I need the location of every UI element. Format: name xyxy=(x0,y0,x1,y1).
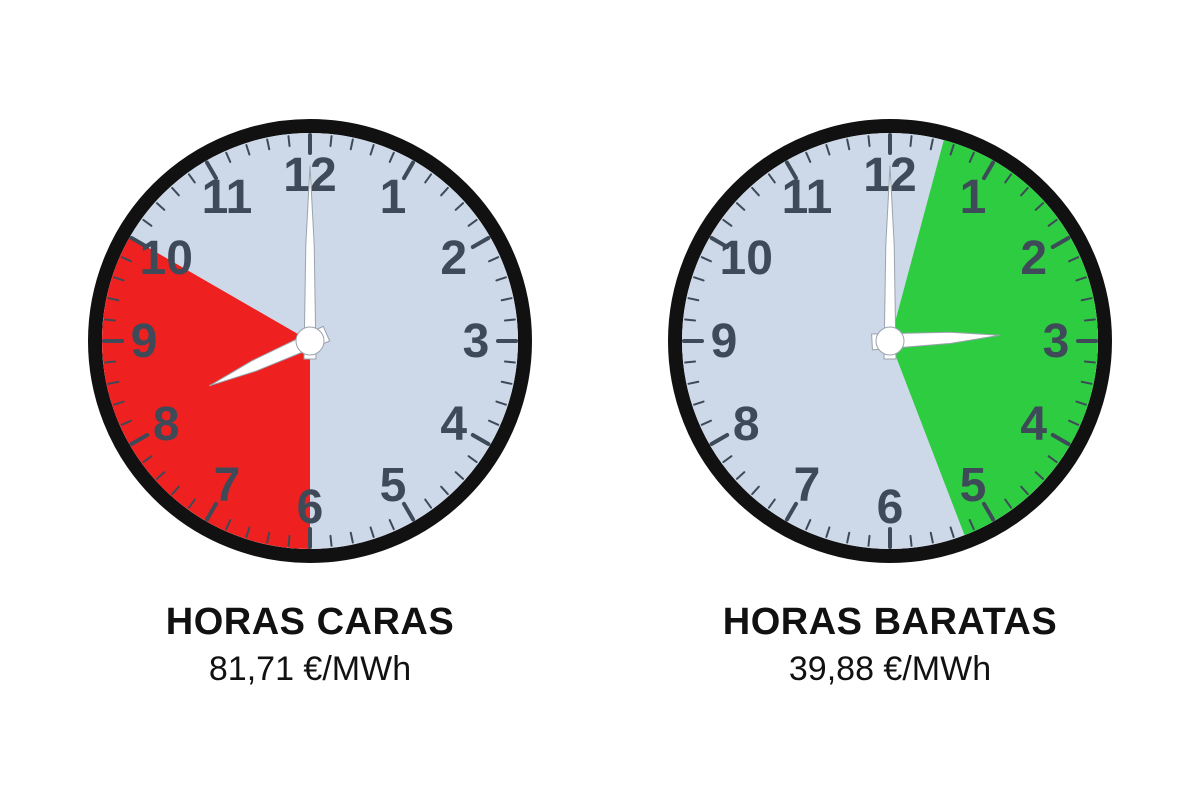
svg-text:5: 5 xyxy=(960,459,987,512)
svg-text:5: 5 xyxy=(380,459,407,512)
svg-text:3: 3 xyxy=(1043,315,1070,368)
svg-text:2: 2 xyxy=(1020,232,1047,285)
svg-text:9: 9 xyxy=(711,315,738,368)
expensive-price: 81,71 €/MWh xyxy=(209,650,411,689)
svg-text:11: 11 xyxy=(782,171,833,224)
svg-text:9: 9 xyxy=(131,315,158,368)
svg-text:1: 1 xyxy=(380,171,407,224)
cheap-hours-panel: 123456789101112 HORAS BARATAS 39,88 €/MW… xyxy=(630,111,1150,689)
svg-text:4: 4 xyxy=(440,398,467,451)
svg-text:4: 4 xyxy=(1020,398,1047,451)
svg-text:2: 2 xyxy=(440,232,467,285)
cheap-title: HORAS BARATAS xyxy=(723,601,1057,644)
expensive-clock: 123456789101112 xyxy=(80,111,540,571)
cheap-price: 39,88 €/MWh xyxy=(789,650,991,689)
svg-text:1: 1 xyxy=(960,171,987,224)
cheap-clock: 123456789101112 xyxy=(660,111,1120,571)
svg-text:8: 8 xyxy=(733,398,760,451)
svg-text:6: 6 xyxy=(297,481,324,534)
svg-text:6: 6 xyxy=(877,481,904,534)
expensive-hours-panel: 123456789101112 HORAS CARAS 81,71 €/MWh xyxy=(50,111,570,689)
svg-text:10: 10 xyxy=(720,232,773,285)
svg-text:3: 3 xyxy=(463,315,490,368)
svg-text:10: 10 xyxy=(140,232,193,285)
expensive-title: HORAS CARAS xyxy=(166,601,454,644)
svg-text:7: 7 xyxy=(794,459,821,512)
svg-text:7: 7 xyxy=(214,459,241,512)
svg-text:8: 8 xyxy=(153,398,180,451)
svg-text:11: 11 xyxy=(202,171,253,224)
